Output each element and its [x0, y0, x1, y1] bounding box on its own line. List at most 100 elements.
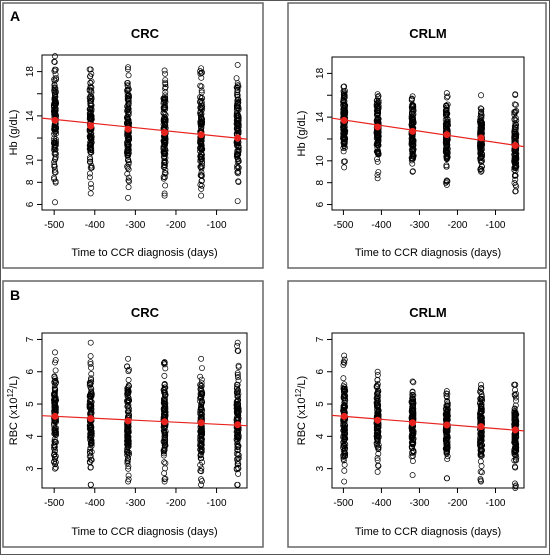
data-point	[479, 469, 485, 476]
data-point	[161, 384, 168, 391]
data-point	[340, 375, 347, 382]
data-point	[126, 178, 133, 185]
data-point-min	[478, 478, 484, 485]
data-point	[512, 410, 519, 417]
data-point	[51, 58, 58, 65]
data-point	[234, 384, 240, 391]
data-point-min	[341, 164, 348, 171]
plot-area-box	[41, 54, 248, 211]
data-point-max	[87, 339, 94, 346]
scatter-column	[340, 83, 349, 171]
data-point	[51, 163, 58, 170]
mean-marker	[87, 415, 95, 423]
data-point-max	[198, 65, 205, 72]
x-tick-label: -500	[44, 220, 64, 231]
data-point	[374, 117, 381, 124]
data-point	[125, 377, 132, 383]
data-point	[234, 170, 241, 177]
data-point	[52, 453, 59, 460]
data-point	[233, 75, 240, 82]
data-point-min	[161, 192, 168, 199]
data-point	[86, 453, 93, 460]
data-point	[124, 403, 131, 410]
data-point	[410, 396, 417, 403]
x-tick-label: -300	[409, 220, 429, 231]
data-point	[198, 436, 205, 442]
data-point-min	[341, 478, 348, 485]
data-point	[340, 457, 347, 464]
data-point	[235, 128, 242, 135]
data-point	[374, 398, 381, 404]
data-point-max	[443, 90, 450, 97]
x-tick-label: -300	[125, 498, 145, 509]
data-point	[50, 420, 57, 427]
y-tick-label: 8	[25, 179, 36, 185]
data-point	[512, 413, 519, 420]
data-point-max	[198, 355, 205, 362]
data-point	[87, 180, 94, 187]
data-point	[512, 172, 518, 179]
panel-label-a: A	[10, 8, 20, 24]
y-tick-label: 6	[25, 369, 36, 375]
data-point	[124, 83, 131, 90]
data-point	[374, 381, 381, 388]
data-point	[162, 96, 169, 103]
data-point	[162, 409, 169, 416]
data-point	[51, 159, 58, 166]
data-point	[235, 408, 242, 415]
data-point	[125, 157, 131, 164]
data-point	[197, 153, 204, 160]
data-point	[162, 182, 169, 189]
data-point	[235, 447, 242, 454]
data-point	[197, 381, 204, 388]
data-point	[88, 184, 95, 191]
data-point	[198, 185, 205, 192]
mean-marker	[87, 122, 95, 130]
data-point	[478, 449, 484, 456]
data-point-max	[409, 93, 416, 100]
data-point	[125, 150, 132, 156]
data-point	[235, 435, 242, 442]
data-point	[125, 102, 132, 108]
data-point	[87, 353, 94, 360]
data-point	[161, 122, 168, 129]
data-point	[234, 371, 241, 378]
mean-marker	[234, 421, 242, 429]
data-point	[444, 415, 451, 422]
x-tick-label: -100	[485, 498, 505, 509]
data-point	[444, 116, 451, 123]
data-point	[124, 113, 131, 120]
data-point	[341, 392, 348, 399]
data-point-min	[125, 478, 132, 485]
data-point	[410, 119, 417, 126]
x-tick-label: -400	[371, 498, 391, 509]
data-point	[52, 178, 59, 185]
data-point	[375, 150, 381, 157]
data-point	[409, 400, 416, 407]
data-point	[87, 456, 94, 463]
data-point	[124, 363, 131, 370]
data-point	[478, 106, 485, 112]
mean-marker	[124, 125, 132, 133]
plot-area-box	[331, 332, 525, 489]
data-point	[198, 451, 204, 458]
data-point	[477, 157, 484, 164]
data-point	[51, 438, 58, 445]
data-point	[125, 463, 132, 470]
data-point	[161, 476, 168, 483]
data-point	[233, 399, 240, 405]
mean-marker	[197, 131, 205, 139]
data-point	[341, 434, 348, 441]
data-point	[162, 475, 169, 482]
data-point	[341, 399, 348, 406]
data-point	[234, 381, 241, 388]
data-point	[198, 390, 205, 397]
data-point	[162, 437, 169, 443]
data-point	[374, 437, 381, 443]
data-point	[53, 432, 59, 438]
y-tick-label: 6	[315, 369, 326, 375]
data-point	[51, 142, 58, 149]
data-point	[478, 385, 485, 391]
data-point	[341, 92, 348, 99]
data-point	[235, 391, 242, 397]
